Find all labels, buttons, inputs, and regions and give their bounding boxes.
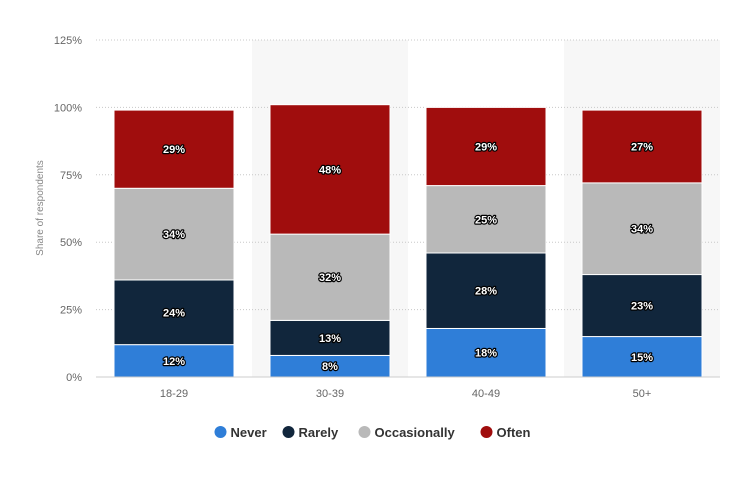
x-tick-label: 18-29: [160, 388, 188, 400]
data-label: 34%: [631, 224, 653, 236]
data-label: 34%: [163, 229, 185, 241]
data-labels: 12% 24% 34% 29% 8% 13% 32% 48% 18% 28% 25% 29% 15% 23…: [162, 140, 655, 374]
bar-segment-occasionally[interactable]: [581, 182, 703, 276]
y-tick-label: 100%: [54, 102, 82, 114]
bar-segment-often[interactable]: [269, 104, 391, 235]
legend-marker: [358, 426, 371, 438]
y-axis-ticks: 0% 25% 50% 75% 100% 125%: [54, 35, 82, 384]
legend-item-never[interactable]: Never: [214, 425, 267, 440]
bar-segment-often[interactable]: [581, 109, 703, 184]
legend-marker: [480, 426, 493, 438]
y-tick-label: 125%: [54, 35, 82, 47]
legend-item-rarely[interactable]: Rarely: [282, 425, 340, 440]
data-label: 8%: [322, 361, 338, 373]
data-label: 48%: [319, 164, 341, 176]
data-label: 25%: [475, 214, 497, 226]
data-label: 27%: [631, 141, 653, 153]
bar-segment-often[interactable]: [113, 109, 235, 189]
legend-item-often[interactable]: Often: [480, 425, 531, 440]
legend-item-occasionally[interactable]: Occasionally: [358, 425, 456, 440]
y-tick-label: 75%: [60, 170, 82, 182]
x-tick-label: 40-49: [472, 388, 500, 400]
legend-marker: [282, 426, 295, 438]
data-label: 29%: [163, 144, 185, 156]
legend-label: Never: [231, 425, 267, 440]
data-label: 32%: [319, 272, 341, 284]
data-label: 12%: [163, 356, 185, 368]
x-tick-label: 50+: [633, 388, 652, 400]
x-axis-ticks: 18-29 30-39 40-49 50+: [160, 388, 651, 400]
y-axis-title: Share of respondents: [35, 160, 46, 256]
legend-marker: [214, 426, 227, 438]
data-label: 29%: [475, 141, 497, 153]
x-tick-label: 30-39: [316, 388, 344, 400]
legend-label: Often: [497, 425, 531, 440]
data-label: 28%: [475, 286, 497, 298]
legend-label: Occasionally: [375, 425, 456, 440]
data-label: 18%: [475, 348, 497, 360]
data-label: 23%: [631, 301, 653, 313]
y-tick-label: 25%: [60, 305, 82, 317]
y-tick-label: 50%: [60, 237, 82, 249]
data-label: 13%: [319, 333, 341, 345]
bar-segment-often[interactable]: [425, 106, 547, 187]
legend: Never Rarely Occasionally Often: [214, 425, 531, 440]
bars: [113, 104, 703, 378]
bar-segment-occasionally[interactable]: [425, 185, 547, 254]
y-tick-label: 0%: [66, 372, 82, 384]
legend-label: Rarely: [299, 425, 340, 440]
data-label: 15%: [631, 352, 653, 364]
data-label: 24%: [163, 307, 185, 319]
bar-segment-rarely[interactable]: [425, 252, 547, 329]
